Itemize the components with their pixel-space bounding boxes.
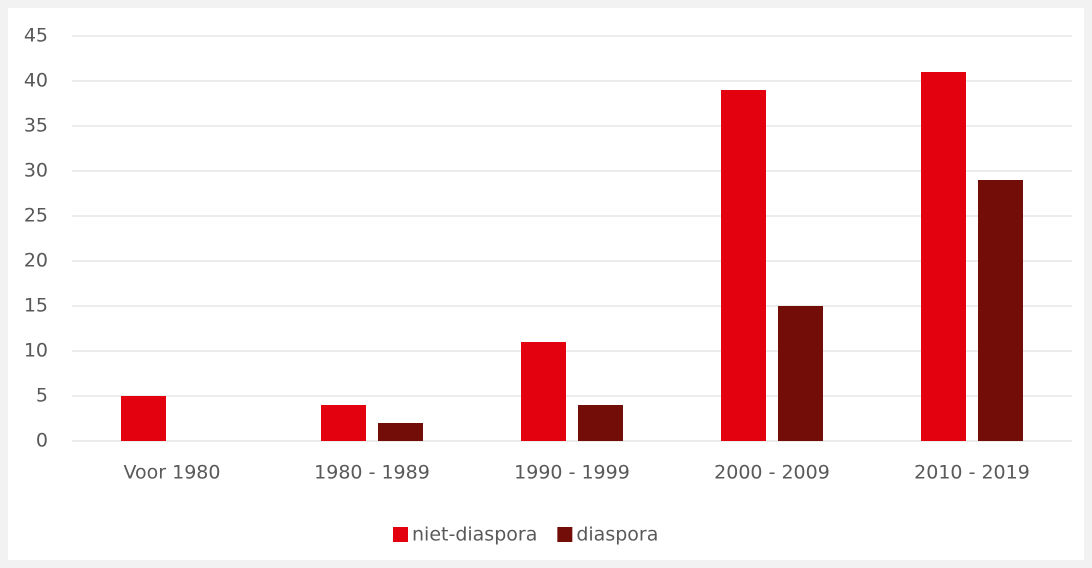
bar	[778, 306, 823, 441]
y-tick-label: 25	[24, 205, 48, 227]
y-tick-label: 20	[24, 250, 48, 272]
bar	[578, 405, 623, 441]
y-tick-label: 35	[24, 115, 48, 137]
legend-swatch	[557, 527, 573, 542]
bar	[378, 423, 423, 441]
bar	[921, 72, 966, 441]
x-tick-label: 1990 - 1999	[514, 462, 630, 484]
y-tick-label: 40	[24, 70, 48, 92]
x-tick-label: 2010 - 2019	[914, 462, 1030, 484]
y-tick-label: 5	[36, 385, 48, 407]
y-tick-label: 15	[24, 295, 48, 317]
y-tick-label: 0	[36, 430, 48, 452]
y-tick-label: 30	[24, 160, 48, 182]
bar	[721, 90, 766, 441]
x-tick-label: 2000 - 2009	[714, 462, 830, 484]
bar	[121, 396, 166, 441]
chart-background	[8, 8, 1084, 560]
x-tick-label: 1980 - 1989	[314, 462, 430, 484]
x-tick-label: Voor 1980	[124, 462, 221, 484]
bar	[978, 180, 1023, 441]
bar	[321, 405, 366, 441]
y-tick-label: 10	[24, 340, 48, 362]
legend-label: niet-diaspora	[412, 524, 537, 546]
legend-label: diaspora	[576, 524, 658, 546]
legend-swatch	[393, 527, 408, 542]
y-tick-label: 45	[24, 25, 48, 47]
bar	[521, 342, 566, 441]
